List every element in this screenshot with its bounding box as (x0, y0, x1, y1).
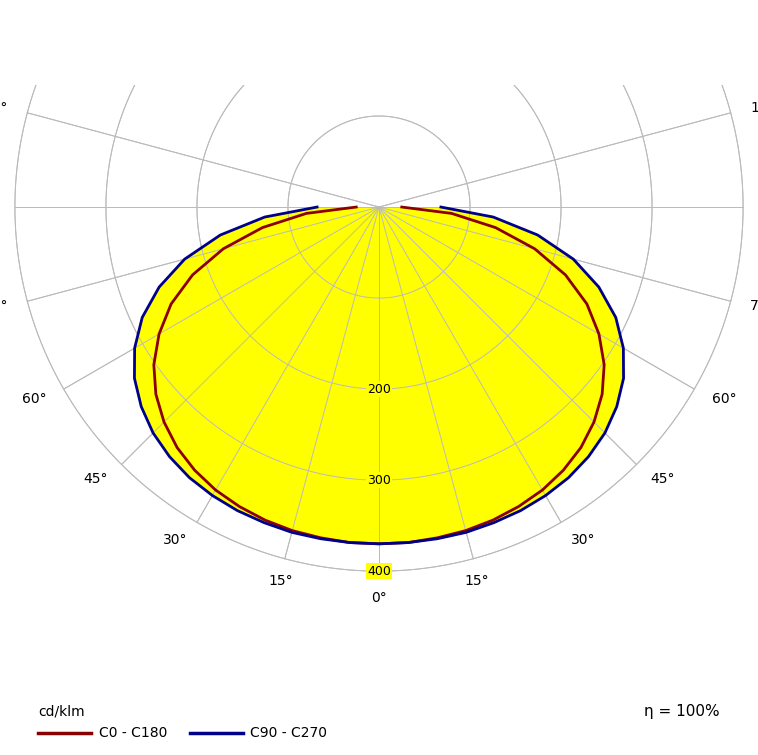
Text: 400: 400 (367, 565, 391, 578)
Text: 60°: 60° (22, 392, 46, 406)
Text: 30°: 30° (571, 533, 596, 547)
Polygon shape (134, 207, 624, 544)
Text: cd/klm: cd/klm (38, 704, 85, 718)
Text: 45°: 45° (83, 472, 108, 485)
Text: 15°: 15° (268, 574, 293, 587)
Text: 15°: 15° (465, 574, 490, 587)
Text: 75°: 75° (750, 300, 758, 313)
Text: C0 - C180: C0 - C180 (99, 726, 167, 740)
Text: η = 100%: η = 100% (644, 704, 720, 719)
Text: 200: 200 (367, 383, 391, 396)
Text: 105°: 105° (0, 100, 8, 115)
Text: 60°: 60° (712, 392, 736, 406)
Text: 0°: 0° (371, 591, 387, 606)
Text: 105°: 105° (750, 100, 758, 115)
Text: C90 - C270: C90 - C270 (250, 726, 327, 740)
Text: 30°: 30° (162, 533, 187, 547)
Text: 75°: 75° (0, 300, 8, 313)
Text: 45°: 45° (650, 472, 675, 485)
Text: 300: 300 (367, 473, 391, 487)
